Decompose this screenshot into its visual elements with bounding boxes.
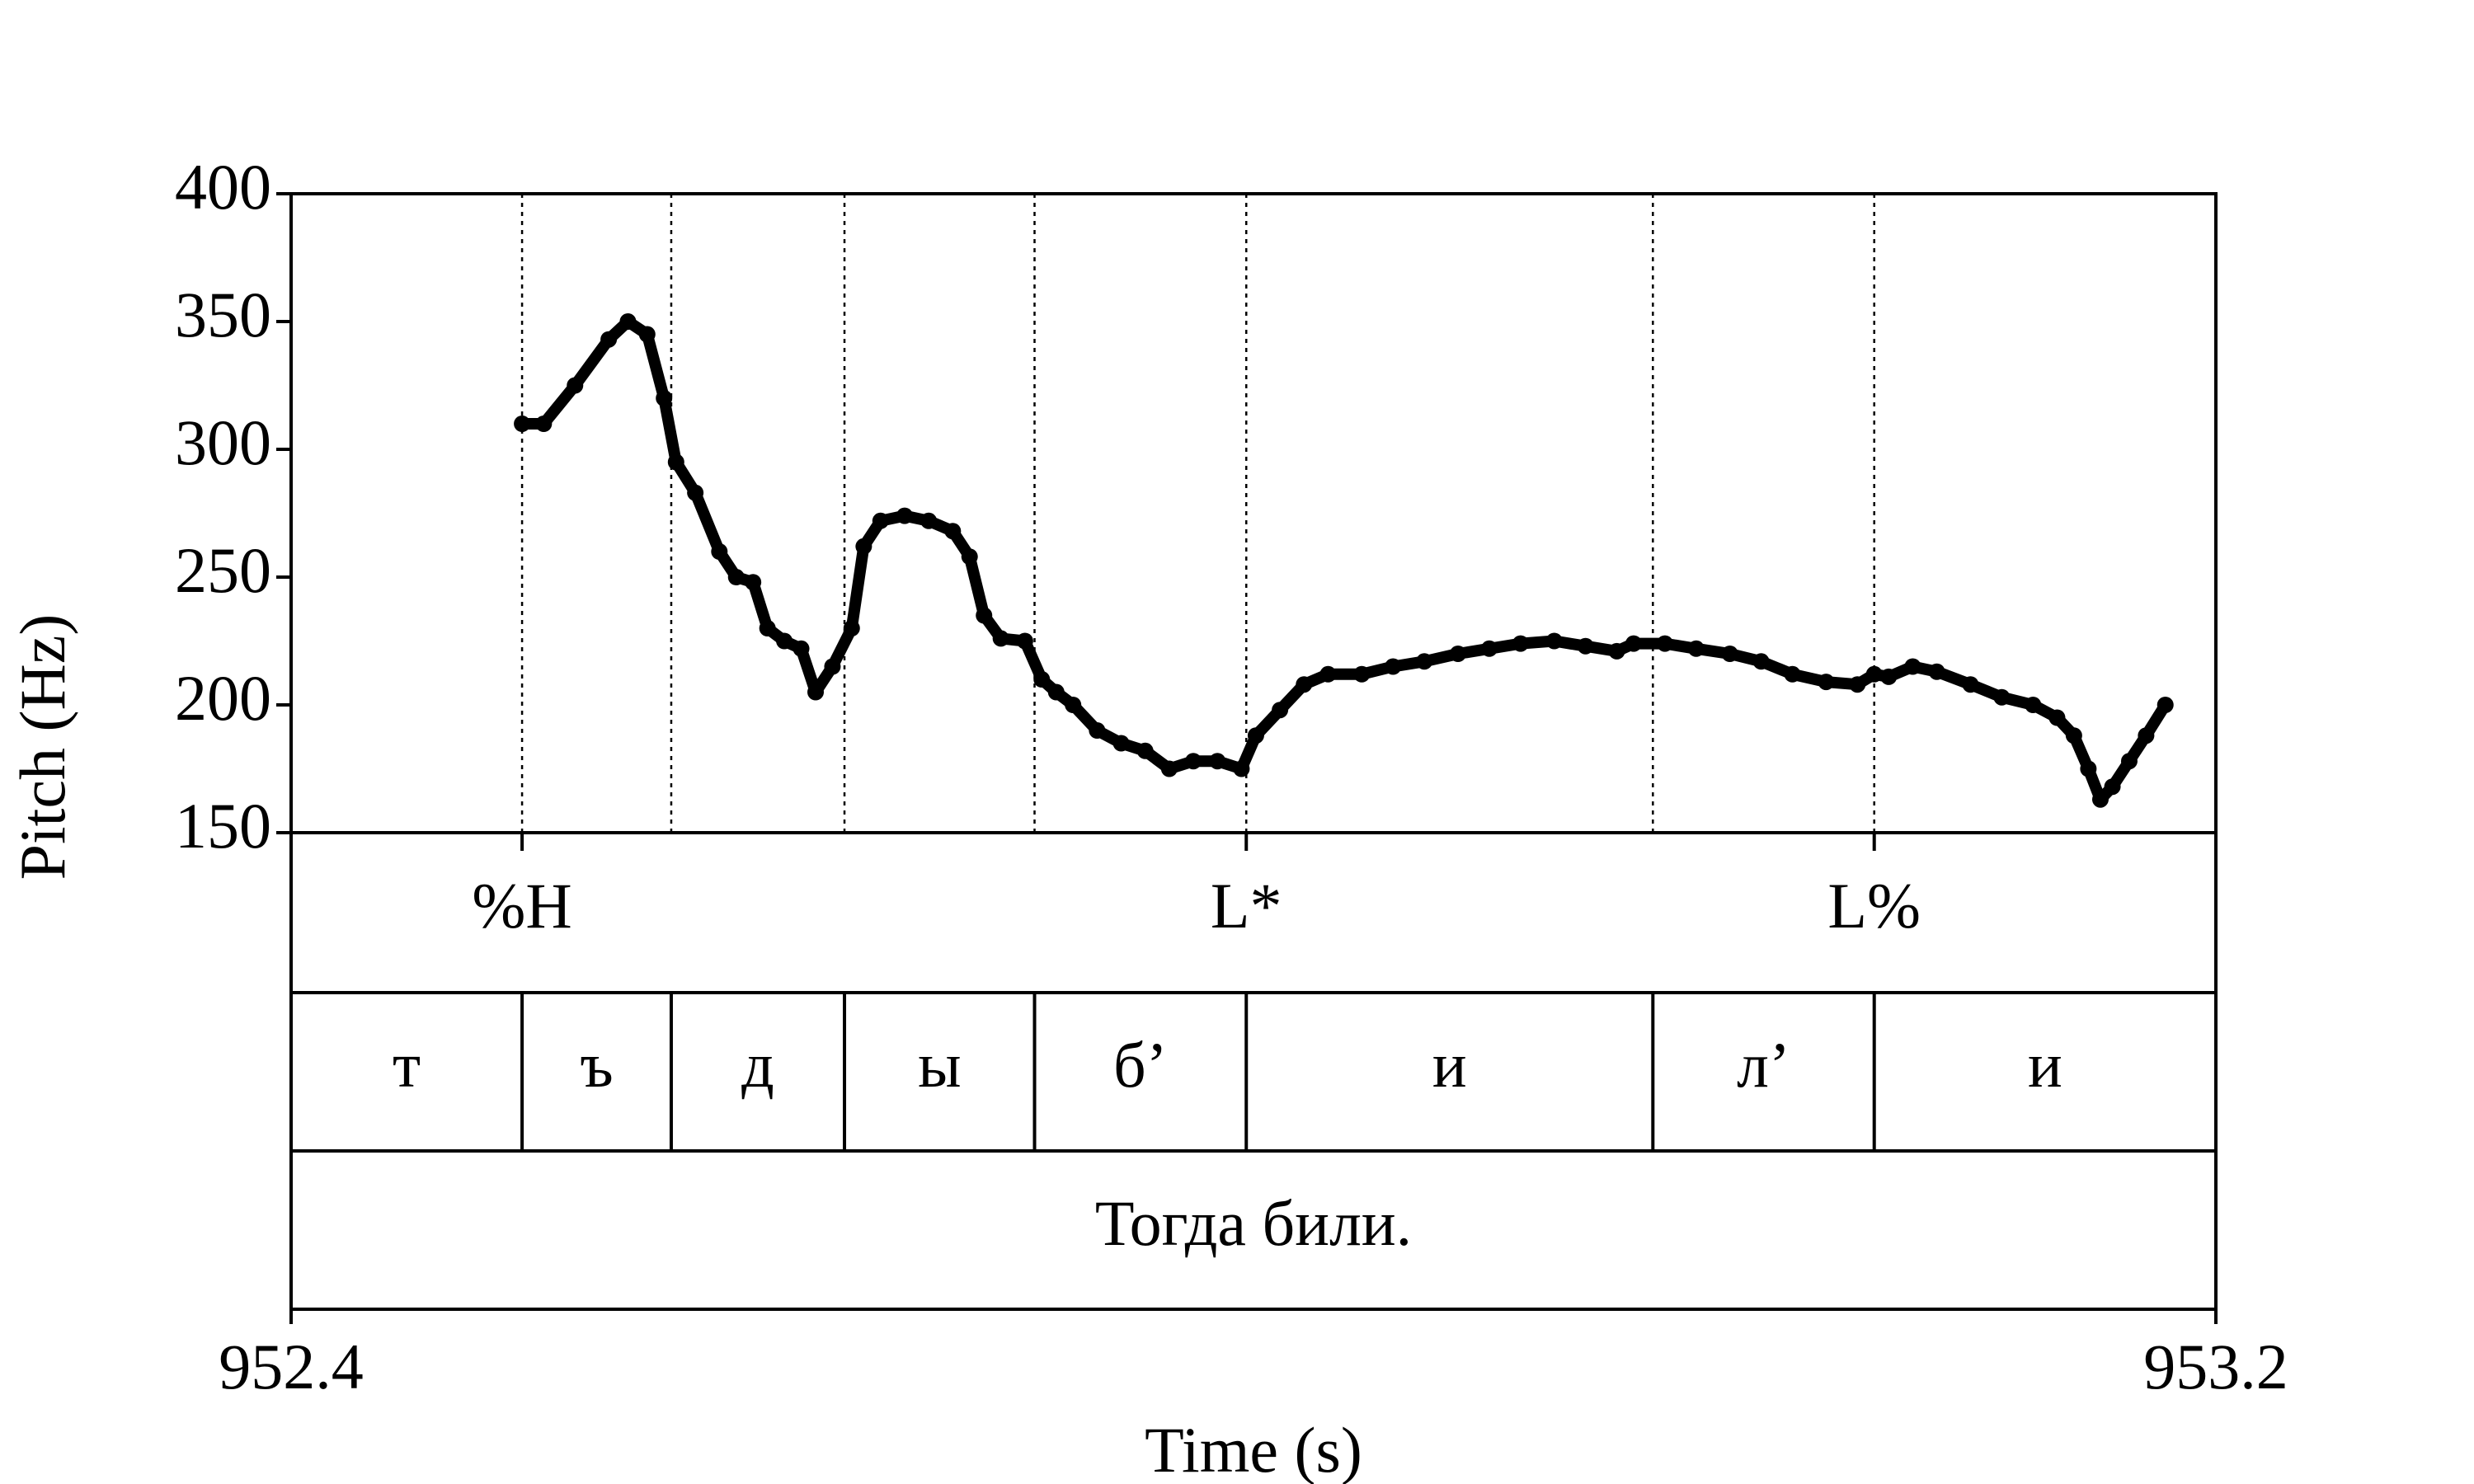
- pitch-point: [1480, 640, 1498, 657]
- pitch-point: [1136, 742, 1154, 759]
- pitch-point: [944, 523, 962, 540]
- segment-label: д: [741, 1029, 774, 1101]
- pitch-point: [1928, 663, 1945, 680]
- pitch-point: [1577, 637, 1594, 655]
- segment-label: и: [1432, 1029, 1467, 1101]
- pitch-point: [976, 607, 993, 624]
- pitch-point: [1449, 646, 1466, 662]
- segment-label: б’: [1113, 1029, 1168, 1101]
- x-tick-label: 953.2: [2143, 1331, 2288, 1402]
- pitch-point: [656, 390, 673, 406]
- pitch-point: [2025, 697, 2042, 713]
- pitch-point: [2065, 727, 2082, 744]
- pitch-point: [638, 326, 656, 343]
- pitch-point: [667, 453, 684, 471]
- pitch-point: [2080, 760, 2097, 777]
- pitch-point: [514, 416, 531, 432]
- pitch-contour: [522, 316, 2171, 805]
- tone-label: L*: [1211, 870, 1282, 942]
- x-tick-label: 952.4: [219, 1331, 364, 1402]
- y-axis-label: Pitch (Hz): [7, 614, 78, 881]
- pitch-point: [2048, 709, 2066, 726]
- pitch-point: [1353, 665, 1371, 683]
- y-tick-label: 400: [175, 151, 271, 223]
- pitch-point: [992, 630, 1009, 647]
- pitch-point: [776, 632, 793, 650]
- pitch-point: [807, 683, 825, 701]
- pitch-point: [961, 548, 978, 566]
- y-tick-label: 250: [175, 534, 271, 606]
- pitch-point: [759, 620, 776, 636]
- pitch-point: [1160, 760, 1178, 777]
- pitch-point: [1608, 642, 1625, 660]
- pitch-point: [2104, 778, 2121, 796]
- pitch-point: [1849, 676, 1866, 693]
- pitch-point: [2120, 753, 2138, 770]
- pitch-point: [1687, 640, 1705, 657]
- pitch-point: [1209, 753, 1226, 770]
- segment-label: т: [393, 1029, 421, 1101]
- segment-label: л’: [1737, 1029, 1790, 1101]
- pitch-point: [1904, 658, 1921, 675]
- pitch-point: [745, 574, 762, 591]
- pitch-point: [1545, 632, 1563, 650]
- pitch-point: [1752, 653, 1770, 670]
- pitch-point: [793, 640, 810, 657]
- pitch-point: [619, 313, 637, 330]
- pitch-point: [1416, 653, 1433, 670]
- pitch-point: [1880, 668, 1898, 685]
- pitch-point: [1272, 702, 1289, 719]
- pitch-point: [1818, 674, 1835, 691]
- plot-frame: [289, 192, 2218, 1311]
- pitch-point: [1047, 683, 1065, 701]
- pitch-point: [824, 658, 841, 675]
- pitch-point: [1625, 635, 1642, 652]
- pitch-point: [2157, 697, 2174, 713]
- pitch-point: [1247, 727, 1264, 744]
- pitch-point: [1016, 632, 1033, 650]
- pitch-point: [727, 569, 745, 585]
- y-tick-label: 300: [175, 406, 271, 478]
- pitch-point: [1185, 753, 1202, 770]
- segment-label: и: [2028, 1029, 2062, 1101]
- pitch-point: [1112, 735, 1130, 752]
- pitch-point: [567, 377, 584, 394]
- y-tick-label: 150: [175, 790, 271, 862]
- segment-label: ъ: [580, 1029, 613, 1101]
- pitch-point: [1296, 676, 1313, 693]
- pitch-point: [2138, 727, 2155, 744]
- pitch-point: [1385, 658, 1402, 675]
- pitch-point: [535, 416, 553, 432]
- pitch-point: [1993, 688, 2011, 706]
- pitch-point: [1865, 665, 1883, 683]
- pitch-point: [855, 538, 872, 555]
- pitch-point: [2091, 791, 2109, 808]
- pitch-point: [1065, 697, 1082, 713]
- segment-label: ы: [918, 1029, 961, 1101]
- pitch-point: [920, 512, 938, 529]
- pitch-point: [1784, 665, 1801, 683]
- pitch-point: [600, 331, 618, 348]
- pitch-point: [1089, 722, 1106, 739]
- pitch-point: [711, 543, 728, 560]
- pitch-point: [1033, 671, 1051, 688]
- tone-label: L%: [1827, 870, 1921, 942]
- sentence-label: Тогда били.: [1095, 1187, 1412, 1259]
- pitch-point: [896, 507, 913, 524]
- pitch-point: [1656, 635, 1673, 652]
- y-tick-label: 200: [175, 662, 271, 734]
- pitch-point: [1319, 665, 1337, 683]
- pitch-point: [1721, 646, 1738, 662]
- pitch-point: [1512, 635, 1529, 652]
- pitch-point: [872, 512, 889, 529]
- pitch-point: [1962, 676, 1979, 693]
- y-tick-label: 350: [175, 279, 271, 350]
- tone-label: %H: [472, 870, 571, 942]
- x-axis-label: Time (s): [1145, 1414, 1362, 1484]
- pitch-point: [843, 620, 860, 636]
- pitch-point: [1233, 760, 1250, 777]
- pitch-point: [687, 484, 704, 501]
